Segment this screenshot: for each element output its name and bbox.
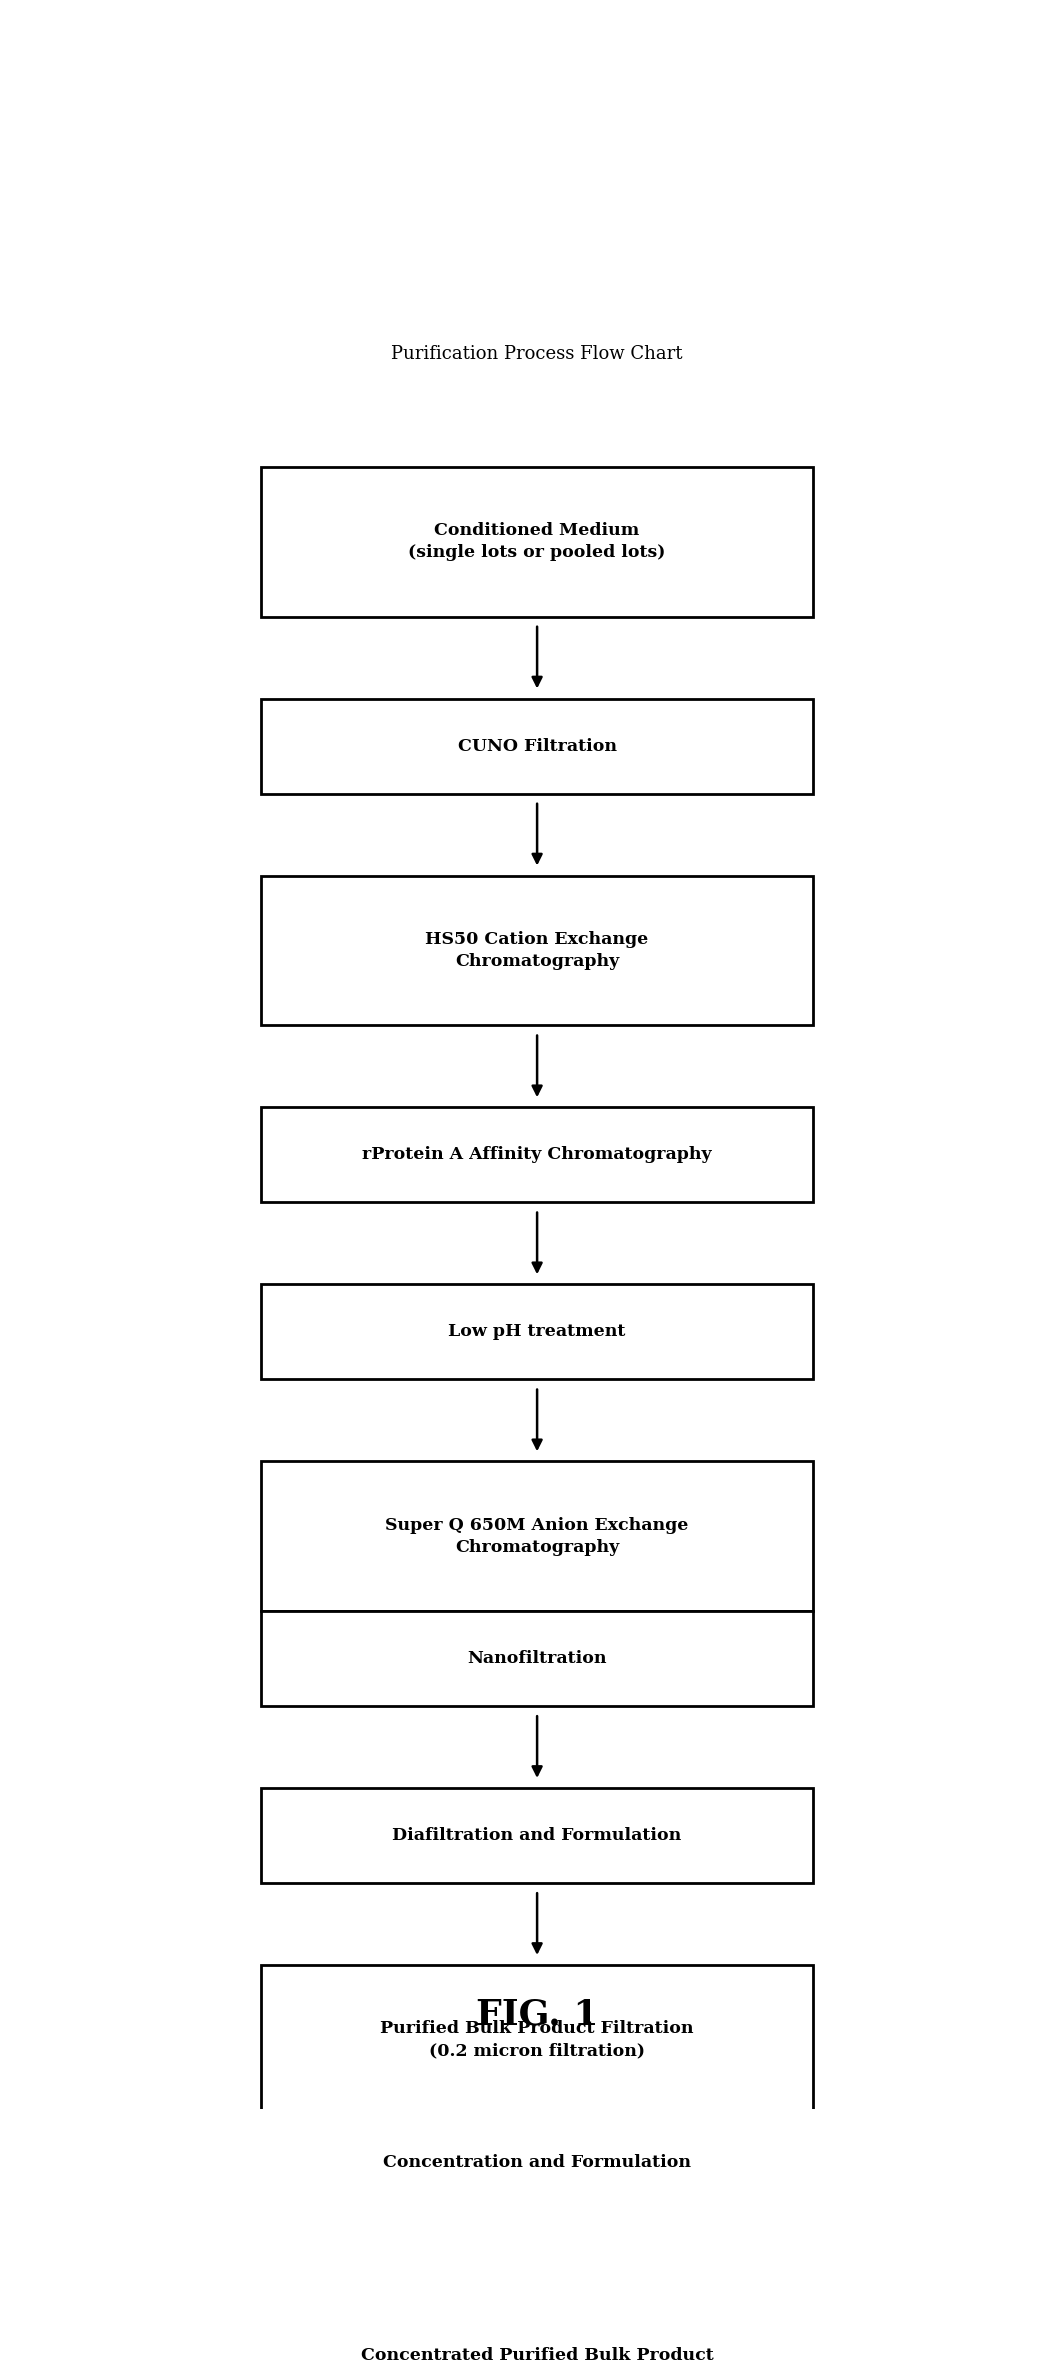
- Text: HS50 Cation Exchange
Chromatography: HS50 Cation Exchange Chromatography: [425, 931, 649, 969]
- Bar: [261, 1107, 813, 1202]
- Bar: [261, 699, 813, 794]
- Bar: [261, 1612, 813, 1706]
- Text: Concentration and Formulation: Concentration and Formulation: [384, 2154, 691, 2171]
- Text: Super Q 650M Anion Exchange
Chromatography: Super Q 650M Anion Exchange Chromatograp…: [386, 1517, 689, 1555]
- Bar: [261, 1965, 813, 2114]
- Text: Conditioned Medium
(single lots or pooled lots): Conditioned Medium (single lots or poole…: [409, 521, 665, 562]
- Text: FIG. 1: FIG. 1: [476, 1998, 598, 2031]
- Text: Diafiltration and Formulation: Diafiltration and Formulation: [392, 1827, 682, 1844]
- Bar: [261, 1462, 813, 1612]
- Bar: [261, 1285, 813, 1379]
- Bar: [261, 467, 813, 616]
- Text: Purified Bulk Product Filtration
(0.2 micron filtration): Purified Bulk Product Filtration (0.2 mi…: [380, 2019, 694, 2060]
- Text: Purification Process Flow Chart: Purification Process Flow Chart: [391, 344, 683, 363]
- Bar: [261, 875, 813, 1026]
- Text: Concentrated Purified Bulk Product
Filtration (0.2 micron Sterile Filtration): Concentrated Purified Bulk Product Filtr…: [342, 2346, 733, 2370]
- Bar: [261, 1787, 813, 1884]
- Text: Low pH treatment: Low pH treatment: [449, 1322, 626, 1341]
- Text: CUNO Filtration: CUNO Filtration: [458, 737, 616, 754]
- Bar: [261, 2114, 813, 2209]
- Bar: [261, 2292, 813, 2370]
- Text: rProtein A Affinity Chromatography: rProtein A Affinity Chromatography: [363, 1147, 712, 1164]
- Text: Nanofiltration: Nanofiltration: [467, 1650, 607, 1666]
